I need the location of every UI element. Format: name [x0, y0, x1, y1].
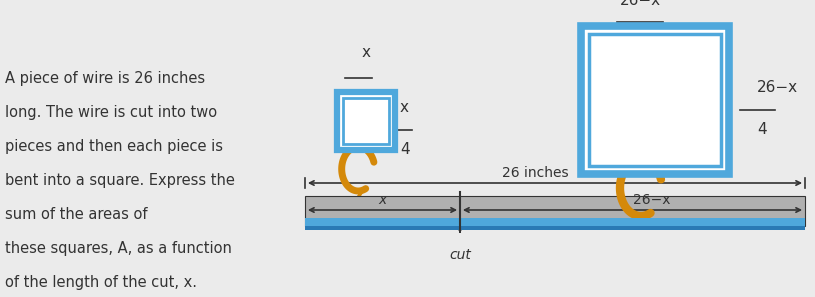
Text: pieces and then each piece is: pieces and then each piece is: [5, 139, 223, 154]
Text: x: x: [362, 45, 371, 60]
Bar: [343, 98, 389, 144]
Text: x: x: [378, 193, 386, 207]
Text: 4: 4: [400, 142, 410, 157]
Bar: [589, 34, 721, 166]
Text: 4: 4: [757, 122, 767, 137]
Bar: [305, 196, 805, 226]
Text: 4: 4: [361, 92, 371, 107]
Text: 26−x: 26−x: [757, 80, 798, 95]
Text: cut: cut: [449, 248, 471, 262]
Text: 4: 4: [635, 36, 645, 51]
Text: 26 inches: 26 inches: [502, 166, 568, 180]
Text: of the length of the cut, x.: of the length of the cut, x.: [5, 275, 197, 290]
Bar: [305, 218, 805, 226]
Text: A piece of wire is 26 inches: A piece of wire is 26 inches: [5, 71, 205, 86]
Text: sum of the areas of: sum of the areas of: [5, 207, 148, 222]
Bar: [305, 226, 805, 230]
Bar: [581, 26, 729, 174]
Bar: [337, 92, 395, 150]
Text: these squares, A, as a function: these squares, A, as a function: [5, 241, 232, 256]
Text: bent into a square. Express the: bent into a square. Express the: [5, 173, 235, 188]
Text: 26−x: 26−x: [619, 0, 661, 8]
Text: 26−x: 26−x: [633, 193, 671, 207]
Text: x: x: [400, 100, 409, 115]
Text: long. The wire is cut into two: long. The wire is cut into two: [5, 105, 217, 120]
